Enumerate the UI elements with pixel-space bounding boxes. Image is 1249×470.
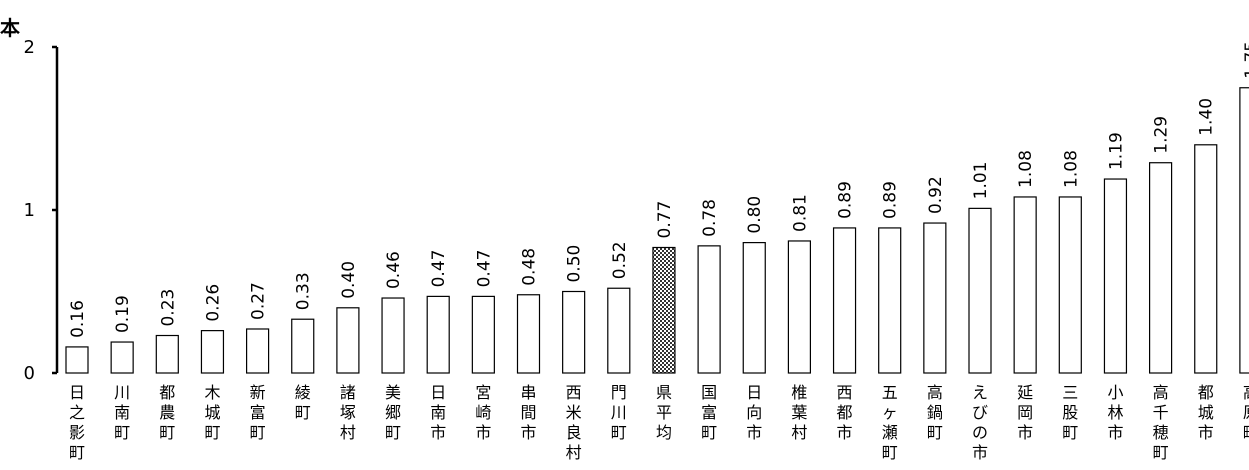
category-label: 宮崎市 <box>475 383 491 442</box>
value-label: 0.89 <box>881 181 901 219</box>
category-label: 高鍋町 <box>927 383 943 442</box>
value-label: 0.47 <box>474 250 494 288</box>
value-label: 0.52 <box>610 241 630 279</box>
value-label: 1.08 <box>1016 150 1036 188</box>
bar <box>697 245 721 374</box>
value-label: 1.40 <box>1197 98 1217 136</box>
category-label: 美郷町 <box>385 383 401 442</box>
category-label: 日之影町 <box>69 383 85 462</box>
category-label: 串間市 <box>520 383 536 442</box>
value-label: 0.89 <box>836 181 856 219</box>
category-label: 県平均 <box>656 383 672 442</box>
bar <box>1148 162 1173 374</box>
value-label: 0.46 <box>384 251 404 289</box>
value-label: 0.26 <box>203 284 223 322</box>
value-label: 0.48 <box>520 248 540 286</box>
y-tick-label: 2 <box>24 37 35 58</box>
category-label: 日向市 <box>746 383 762 442</box>
bar <box>562 290 586 374</box>
bar <box>110 341 134 374</box>
value-label: 0.19 <box>113 295 133 333</box>
bar <box>381 297 405 374</box>
category-label: えびの市 <box>972 383 988 462</box>
category-label: 国富町 <box>701 383 717 442</box>
value-label: 0.16 <box>68 300 88 338</box>
value-label: 1.75 <box>1242 41 1249 79</box>
category-label: 新富町 <box>250 383 266 442</box>
bar <box>923 222 947 374</box>
value-label: 0.78 <box>700 199 720 237</box>
category-label: 都農町 <box>159 383 175 442</box>
category-label: 高千穂町 <box>1153 383 1169 462</box>
category-label: 高原町 <box>1243 383 1249 442</box>
value-label: 1.19 <box>1106 132 1126 170</box>
category-label: 都城市 <box>1198 383 1214 442</box>
bar <box>607 287 631 374</box>
bar <box>471 295 495 374</box>
category-label: 諸塚村 <box>340 383 356 442</box>
value-labels: 0.16 0.19 0.23 0.26 0.27 0.33 0.40 0.46 0.47 0.47… <box>68 41 1249 338</box>
value-label: 1.08 <box>1061 150 1081 188</box>
bar <box>742 242 766 374</box>
category-label: 門川町 <box>611 383 627 442</box>
bar <box>1058 196 1082 374</box>
category-label: 綾町 <box>295 383 311 422</box>
value-label: 0.50 <box>565 245 585 283</box>
y-axis: 0 1 2 <box>24 37 59 384</box>
bar <box>787 240 812 374</box>
bar <box>246 328 270 374</box>
y-tick-label: 1 <box>24 200 35 221</box>
bar <box>291 318 315 374</box>
value-label: 0.92 <box>926 176 946 214</box>
category-label: 五ヶ瀬町 <box>882 383 898 462</box>
bar <box>968 207 992 374</box>
category-label: 延岡市 <box>1017 383 1033 442</box>
category-label: 椎葉村 <box>791 383 807 442</box>
value-label: 0.47 <box>429 250 449 288</box>
bar <box>1194 144 1218 374</box>
value-label: 0.23 <box>158 289 178 327</box>
bar <box>200 330 225 374</box>
category-label: 小林市 <box>1107 383 1123 442</box>
category-label: 西都市 <box>837 383 853 442</box>
value-label: 0.80 <box>745 196 765 234</box>
bar <box>1103 178 1128 374</box>
bar <box>1013 196 1037 374</box>
value-label: 0.27 <box>249 282 269 320</box>
category-label: 三股町 <box>1062 383 1078 442</box>
category-label: 木城町 <box>204 383 220 442</box>
value-label: 0.81 <box>790 194 810 232</box>
bar <box>832 227 857 374</box>
bars <box>65 87 1249 374</box>
value-label: 0.33 <box>294 272 314 310</box>
category-label: 日南市 <box>430 383 446 442</box>
bar <box>426 295 450 374</box>
value-label: 1.01 <box>971 162 991 200</box>
bar-highlight <box>652 246 676 374</box>
bar <box>516 294 541 374</box>
value-label: 1.29 <box>1152 116 1172 154</box>
category-label: 川南町 <box>114 383 130 442</box>
value-label: 0.77 <box>655 201 675 239</box>
bar <box>155 334 179 374</box>
bar <box>65 346 89 374</box>
category-label: 西米良村 <box>566 383 582 462</box>
bar <box>1239 87 1249 374</box>
bar <box>336 307 360 374</box>
y-axis-unit-label: 本 <box>0 16 20 40</box>
bar <box>878 227 902 374</box>
value-label: 0.40 <box>339 261 359 299</box>
y-tick-label: 0 <box>24 363 35 384</box>
category-labels: 日之影町 川南町 都農町 木城町 新富町 綾町 諸塚村 美郷町 日南市 宮崎市 串間市 西米良村 門川町… <box>69 383 1249 462</box>
